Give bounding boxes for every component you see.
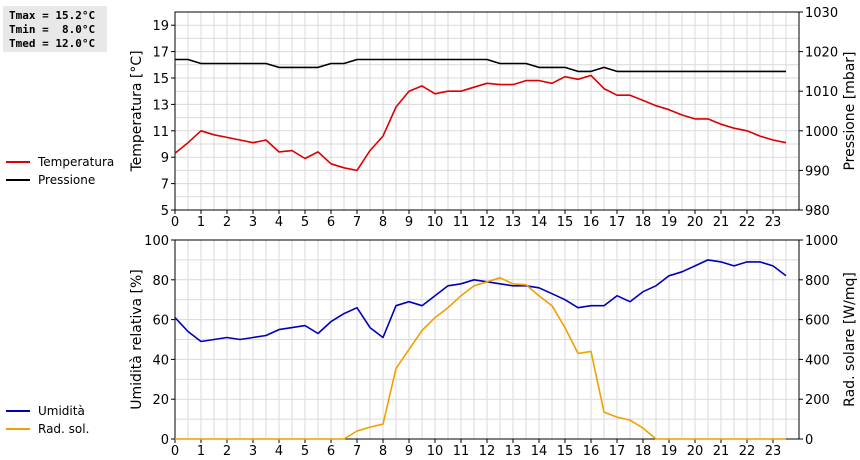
stats-box: Tmax = 15.2°C Tmin = 8.0°C Tmed = 12.0°C xyxy=(3,6,107,52)
y2-tick-label: 600 xyxy=(805,314,830,329)
x-tick-label: 1 xyxy=(197,215,205,230)
x-tick-label: 7 xyxy=(353,215,361,230)
x-tick-label: 18 xyxy=(635,215,652,230)
x-tick-label: 10 xyxy=(427,444,444,459)
x-tick-label: 5 xyxy=(301,215,309,230)
y-tick-label: 20 xyxy=(152,393,169,408)
y-tick-label: 15 xyxy=(152,72,169,87)
legend-label-umidit: Umidità xyxy=(38,404,85,418)
x-tick-label: 11 xyxy=(453,444,470,459)
legend-label-temperatura: Temperatura xyxy=(37,155,114,169)
y2-tick-label: 1000 xyxy=(805,125,838,140)
x-tick-label: 9 xyxy=(405,215,413,230)
x-tick-label: 15 xyxy=(557,215,574,230)
y-tick-label: 17 xyxy=(152,46,169,61)
y-tick-label: 60 xyxy=(152,314,169,329)
y-tick-label: 13 xyxy=(152,98,169,113)
y2-axis-title: Rad. solare [W/mq] xyxy=(842,272,858,407)
x-tick-label: 12 xyxy=(479,444,496,459)
y2-tick-label: 990 xyxy=(805,164,830,179)
x-tick-label: 4 xyxy=(275,444,283,459)
y2-tick-label: 1020 xyxy=(805,46,838,61)
x-tick-label: 0 xyxy=(171,444,179,459)
x-tick-label: 10 xyxy=(427,215,444,230)
x-tick-label: 22 xyxy=(739,444,756,459)
y2-tick-label: 1010 xyxy=(805,85,838,100)
x-tick-label: 16 xyxy=(583,215,600,230)
x-tick-label: 13 xyxy=(505,215,522,230)
x-tick-label: 20 xyxy=(687,215,704,230)
x-tick-label: 8 xyxy=(379,215,387,230)
y-tick-label: 5 xyxy=(161,204,169,219)
y2-tick-label: 1000 xyxy=(805,234,838,249)
series-line-pressione xyxy=(175,58,786,73)
legend-label-pressione: Pressione xyxy=(38,173,95,187)
y-tick-label: 100 xyxy=(144,234,169,249)
x-tick-label: 15 xyxy=(557,444,574,459)
y2-tick-label: 1030 xyxy=(805,6,838,21)
x-tick-label: 17 xyxy=(609,215,626,230)
legend-label-rad-sol: Rad. sol. xyxy=(38,422,89,436)
x-tick-label: 14 xyxy=(531,444,548,459)
y2-tick-label: 800 xyxy=(805,274,830,289)
x-tick-label: 9 xyxy=(405,444,413,459)
y-axis-title: Umidità relativa [%] xyxy=(129,269,145,410)
temp-pressure-panel: 0 1 2 3 4 5 6 7 8 9 10 11 12 13 14 15 16 17 18 19 20 21 22 2357… xyxy=(6,6,858,230)
series-line-umidit xyxy=(174,259,787,343)
x-tick-label: 3 xyxy=(249,215,257,230)
x-tick-label: 23 xyxy=(765,215,782,230)
x-tick-label: 18 xyxy=(635,444,652,459)
humidity-radiation-panel: 0 1 2 3 4 5 6 7 8 9 10 11 12 13 14 15 16 17 18 19 20 21 22 2302… xyxy=(6,234,858,459)
x-tick-label: 22 xyxy=(739,215,756,230)
x-tick-label: 6 xyxy=(327,215,335,230)
x-tick-label: 12 xyxy=(479,215,496,230)
tmin-label: Tmin = 8.0°C xyxy=(9,23,96,36)
y-tick-label: 11 xyxy=(152,125,169,140)
x-tick-label: 21 xyxy=(713,215,730,230)
x-tick-label: 3 xyxy=(249,444,257,459)
x-tick-label: 0 xyxy=(171,215,179,230)
x-tick-label: 4 xyxy=(275,215,283,230)
x-tick-label: 23 xyxy=(765,444,782,459)
x-tick-label: 1 xyxy=(197,444,205,459)
y-tick-label: 19 xyxy=(152,19,169,34)
y2-axis-title: Pressione [mbar] xyxy=(842,51,858,170)
y-tick-label: 9 xyxy=(161,151,169,166)
x-tick-label: 6 xyxy=(327,444,335,459)
x-tick-label: 16 xyxy=(583,444,600,459)
y-tick-label: 0 xyxy=(161,433,169,448)
x-tick-label: 21 xyxy=(713,444,730,459)
y-tick-label: 40 xyxy=(152,353,169,368)
x-tick-label: 2 xyxy=(223,215,231,230)
x-tick-label: 20 xyxy=(687,444,704,459)
x-tick-label: 7 xyxy=(353,444,361,459)
x-tick-label: 8 xyxy=(379,444,387,459)
y2-tick-label: 200 xyxy=(805,393,830,408)
series-line-temperatura xyxy=(174,74,787,172)
x-tick-label: 2 xyxy=(223,444,231,459)
y-axis-title: Temperatura [°C] xyxy=(129,50,145,172)
x-tick-label: 13 xyxy=(505,444,522,459)
series-line-rad-sol xyxy=(175,276,786,440)
y2-tick-label: 400 xyxy=(805,353,830,368)
tmax-label: Tmax = 15.2°C xyxy=(9,9,96,22)
x-tick-label: 5 xyxy=(301,444,309,459)
y2-tick-label: 980 xyxy=(805,204,830,219)
tmed-label: Tmed = 12.0°C xyxy=(9,37,96,50)
x-tick-label: 19 xyxy=(661,444,678,459)
x-tick-label: 11 xyxy=(453,215,470,230)
y-tick-label: 80 xyxy=(152,274,169,289)
x-tick-label: 19 xyxy=(661,215,678,230)
x-tick-label: 14 xyxy=(531,215,548,230)
y-tick-label: 7 xyxy=(161,178,169,193)
x-tick-label: 17 xyxy=(609,444,626,459)
y2-tick-label: 0 xyxy=(805,433,813,448)
